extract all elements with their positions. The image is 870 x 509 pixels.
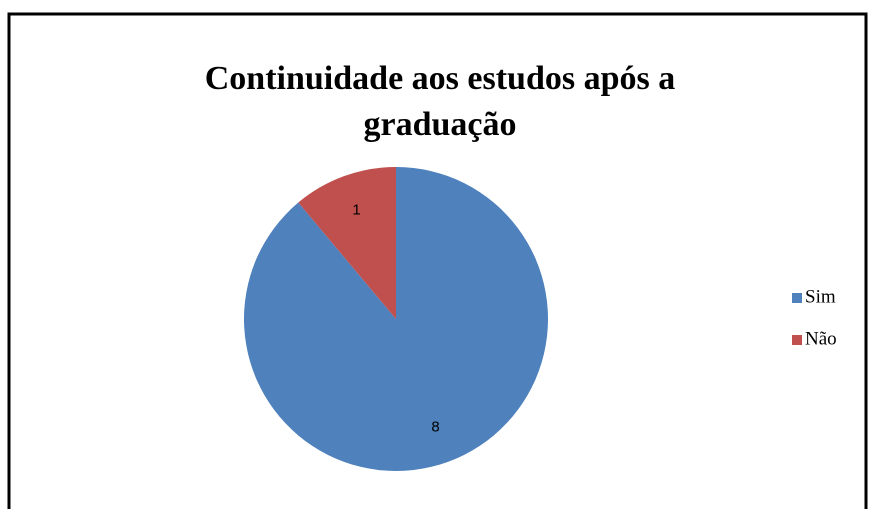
pie-slice [244,167,549,471]
data-label: 1 [352,201,360,218]
chart-title: Continuidade aos estudos após a graduaçã… [204,60,676,143]
legend-swatch [792,335,802,345]
data-label: 8 [431,419,439,436]
chart-frame [7,12,868,509]
legend-swatch [792,293,802,303]
legend-label: Sim [805,286,836,307]
pie-slice [298,167,396,319]
legend-label: Não [805,328,837,349]
